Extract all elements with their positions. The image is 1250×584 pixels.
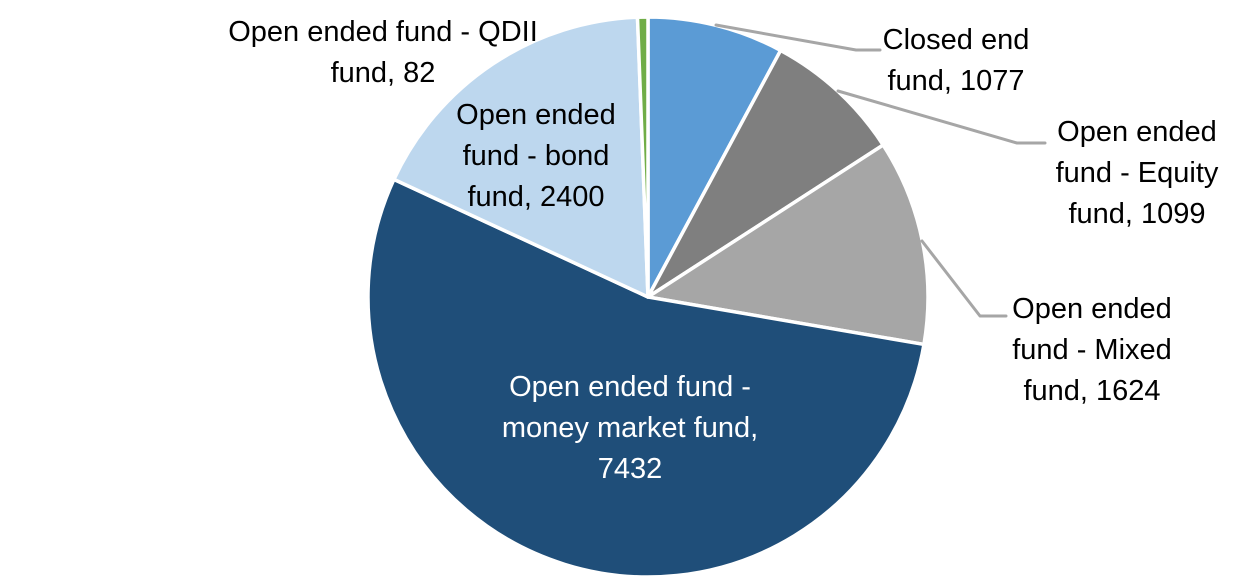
leader-line-equity-fund [836, 89, 1047, 145]
leader-line-mixed-fund [920, 239, 1008, 318]
pie-slice-money-market-fund [366, 177, 926, 579]
pie-slice-qdii-fund [635, 15, 650, 299]
pie-slice-bond-fund [392, 15, 650, 299]
leader-line-closed-end-fund [714, 23, 882, 52]
